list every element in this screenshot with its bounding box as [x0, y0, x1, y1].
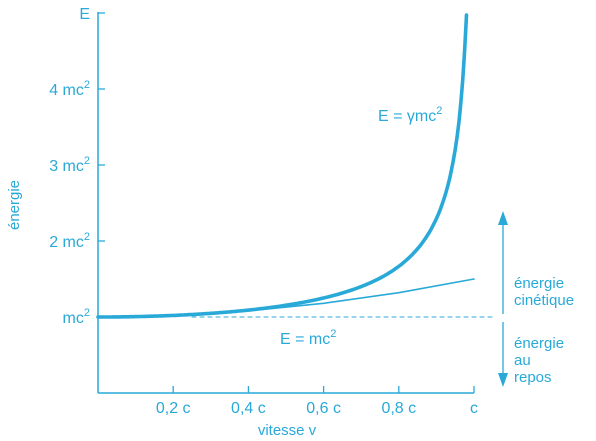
series-gamma-curve [96, 13, 469, 319]
rest-arrow-head [498, 373, 508, 387]
series-kinetic-approx-line [97, 278, 475, 318]
y-axis-title: énergie [6, 180, 23, 230]
rest-label-line3: repos [514, 369, 552, 386]
rest-label-line2: au [514, 352, 531, 369]
x-tick-label: 0,2 c [156, 400, 191, 417]
y-tick-label: mc2 [63, 307, 90, 327]
y-tick-label: E [79, 6, 90, 23]
y-tick-label: 3 mc2 [49, 155, 90, 175]
kinetic-label-line1: énergie [514, 275, 564, 292]
x-tick-label: 0,4 c [231, 400, 266, 417]
kinetic-arrow-head [498, 211, 508, 225]
x-tick-label: 0,6 c [306, 400, 341, 417]
rest-equation-label: E = mc2 [280, 328, 336, 348]
x-axis-title: vitesse v [258, 422, 317, 439]
x-tick-label: 0,8 c [381, 400, 416, 417]
y-tick-label: 2 mc2 [49, 231, 90, 251]
x-tick-label: c [470, 400, 478, 417]
kinetic-label-line2: cinétique [514, 292, 574, 309]
gamma-equation-label: E = γmc2 [378, 105, 442, 125]
x-ticks: 0,2 c 0,4 c 0,6 c 0,8 c c [156, 386, 478, 417]
y-tick-label: 4 mc2 [49, 79, 90, 99]
series-layer [96, 13, 494, 319]
y-ticks: mc2 2 mc2 3 mc2 4 mc2 E [49, 6, 105, 327]
rest-label-line1: énergie [514, 335, 564, 352]
